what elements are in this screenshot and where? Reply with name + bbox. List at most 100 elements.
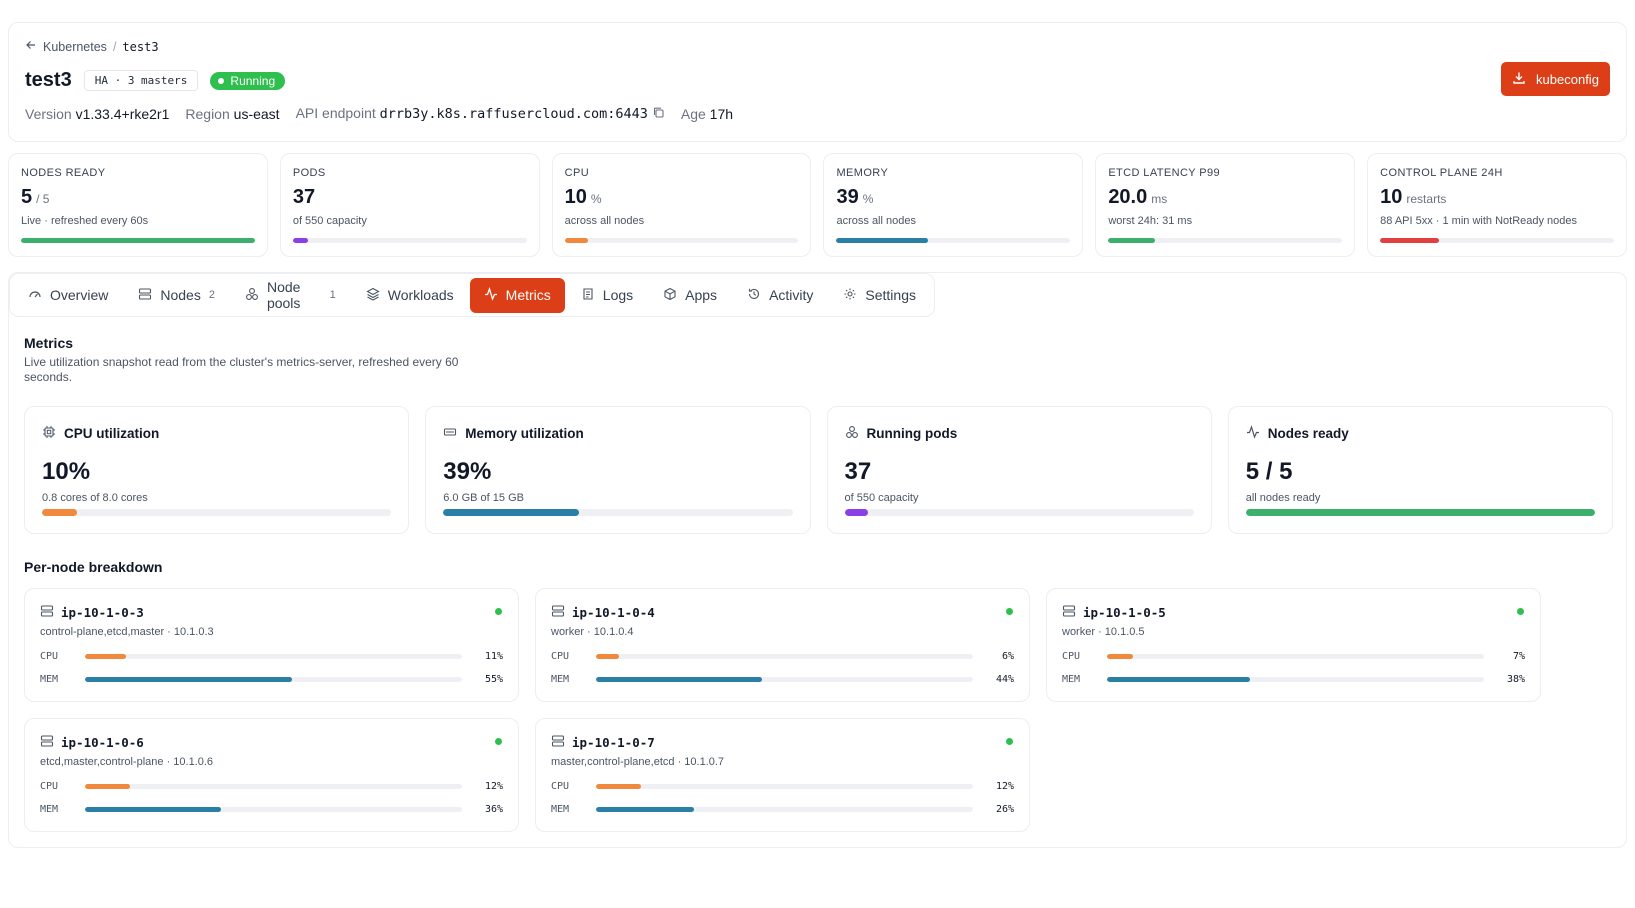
node-cpu-fill [596, 784, 642, 789]
node-name: ip-10-1-0-7 [572, 735, 655, 750]
node-cpu-row: CPU 11% [40, 651, 503, 662]
node-cpu-value: 12% [995, 781, 1014, 792]
scroll-icon [581, 287, 595, 304]
node-mem-bar [85, 677, 462, 682]
node-cpu-row: CPU 7% [1062, 651, 1525, 662]
copy-icon[interactable] [652, 106, 665, 122]
node-mem-fill [596, 807, 695, 812]
metric-card-sub: of 550 capacity [844, 492, 919, 504]
node-cpu-bar [596, 654, 973, 659]
endpoint-meta: API endpoint drrb3y.k8s.raffusercloud.co… [296, 105, 665, 122]
node-mem-fill [1107, 677, 1251, 682]
node-cpu-bar [85, 654, 462, 659]
stat-progress-bar [292, 238, 527, 243]
tab-label: Node pools [266, 279, 301, 311]
node-role: control-plane,etcd,master · 10.1.0.3 [40, 626, 214, 638]
stat-card-cpu: CPU 10% across all nodes [551, 153, 812, 257]
metric-card-title: Running pods [866, 426, 958, 441]
node-mem-value: 55% [484, 674, 503, 685]
tab-node-pools[interactable]: Node pools 1 [231, 278, 350, 313]
stat-sub: of 550 capacity [292, 215, 367, 227]
breadcrumb-parent-link[interactable]: Kubernetes [43, 39, 107, 54]
metric-card-header: Memory utilization [443, 425, 792, 442]
endpoint-value: drrb3y.k8s.raffusercloud.com:6443 [379, 106, 648, 122]
tab-activity[interactable]: Activity [733, 278, 827, 313]
kubeconfig-download-button[interactable]: kubeconfig [1501, 62, 1610, 96]
gauge-icon [28, 287, 42, 304]
node-card-header: ip-10-1-0-7 [551, 734, 1014, 751]
node-cpu-label: CPU [1062, 651, 1081, 662]
metric-card-memory: Memory utilization 39% 6.0 GB of 15 GB [425, 406, 811, 534]
stat-progress-fill [836, 238, 928, 243]
node-mem-bar [85, 807, 462, 812]
metric-progress-bar [443, 509, 793, 516]
node-card[interactable]: ip-10-1-0-4 worker · 10.1.0.4 CPU 6% MEM… [535, 588, 1030, 702]
node-name: ip-10-1-0-3 [61, 605, 144, 620]
server-icon [551, 734, 565, 751]
stat-value: 39 [836, 186, 859, 208]
age-meta: Age 17h [681, 106, 733, 122]
tab-overview[interactable]: Overview [14, 278, 122, 313]
package-icon [663, 287, 677, 304]
node-mem-row: MEM 26% [551, 804, 1014, 815]
stat-label: Nodes ready [21, 167, 106, 179]
tab-bar: Overview Nodes 2 Node pools 1 Workloads … [9, 273, 935, 317]
stat-value-row: 37 [293, 186, 527, 209]
node-cpu-label: CPU [40, 781, 59, 792]
metric-card-sub: 0.8 cores of 8.0 cores [42, 492, 148, 504]
metric-progress-bar [844, 509, 1194, 516]
gear-icon [843, 287, 857, 304]
stat-unit: restarts [1406, 192, 1447, 206]
metric-card-title: CPU utilization [64, 426, 160, 441]
node-cpu-value: 6% [1001, 651, 1014, 662]
server-icon [551, 604, 565, 621]
status-badge: Running [210, 71, 286, 90]
node-name: ip-10-1-0-6 [61, 735, 144, 750]
tab-logs[interactable]: Logs [567, 278, 647, 313]
tab-apps[interactable]: Apps [649, 278, 731, 313]
node-mem-value: 44% [995, 674, 1014, 685]
stat-value-row: 10 restarts [1380, 186, 1614, 209]
stat-progress-bar [1108, 238, 1343, 243]
pool-icon [845, 425, 859, 442]
node-status-dot-icon [1517, 608, 1524, 615]
node-card[interactable]: ip-10-1-0-6 etcd,master,control-plane · … [24, 718, 519, 832]
tab-label: Settings [865, 287, 916, 303]
metric-card-value: 5 / 5 [1245, 458, 1293, 485]
tab-workloads[interactable]: Workloads [352, 278, 468, 313]
main-panel: Overview Nodes 2 Node pools 1 Workloads … [8, 272, 1627, 848]
stat-value-row: 39% [836, 186, 1070, 209]
server-icon [138, 287, 152, 304]
server-icon [1062, 604, 1076, 621]
node-mem-row: MEM 55% [40, 674, 503, 685]
pool-icon [245, 287, 259, 304]
tab-nodes[interactable]: Nodes 2 [124, 278, 229, 313]
stat-label: Memory [836, 167, 889, 179]
node-mem-fill [85, 807, 221, 812]
node-cpu-bar [596, 784, 973, 789]
tab-label: Apps [685, 287, 718, 303]
node-cpu-row: CPU 12% [551, 781, 1014, 792]
metric-card-nodes-ready: Nodes ready 5 / 5 all nodes ready [1227, 406, 1613, 534]
node-cpu-fill [85, 654, 127, 659]
kubeconfig-label: kubeconfig [1536, 71, 1599, 87]
node-cpu-label: CPU [40, 651, 59, 662]
node-card[interactable]: ip-10-1-0-3 control-plane,etcd,master · … [24, 588, 519, 702]
tab-label: Overview [50, 287, 109, 303]
node-mem-bar [1107, 677, 1484, 682]
tab-label: Activity [769, 287, 814, 303]
tab-label: Nodes [160, 287, 201, 303]
stat-label: Control plane 24h [1380, 167, 1503, 179]
stat-card-pods: Pods 37 of 550 capacity [279, 153, 540, 257]
stat-card-memory: Memory 39% across all nodes [823, 153, 1084, 257]
node-card[interactable]: ip-10-1-0-5 worker · 10.1.0.5 CPU 7% MEM… [1046, 588, 1541, 702]
tab-metrics[interactable]: Metrics [469, 277, 565, 313]
back-arrow-icon[interactable] [25, 39, 37, 54]
metric-card-value: 37 [844, 458, 872, 485]
node-mem-value: 38% [1506, 674, 1525, 685]
node-card[interactable]: ip-10-1-0-7 master,control-plane,etcd · … [535, 718, 1030, 832]
stat-cards: Nodes ready 5/ 5 Live · refreshed every … [8, 153, 1627, 257]
page-title: test3 [25, 69, 72, 91]
tab-settings[interactable]: Settings [829, 278, 930, 313]
tab-label: Metrics [505, 287, 551, 303]
